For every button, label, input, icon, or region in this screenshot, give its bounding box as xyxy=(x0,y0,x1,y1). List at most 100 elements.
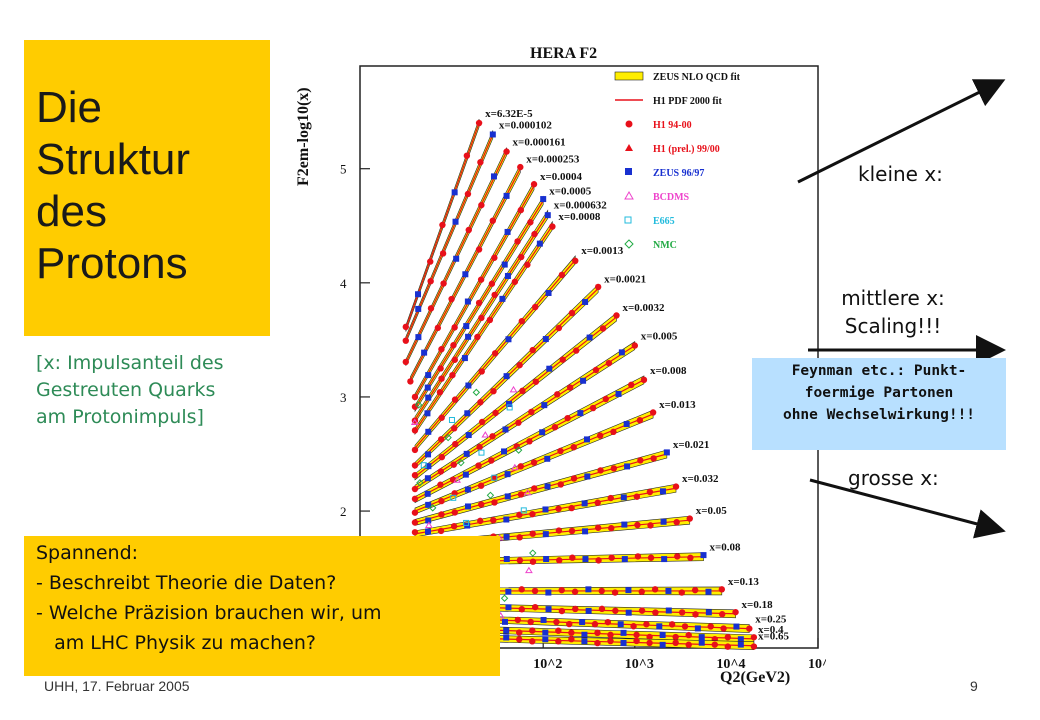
note-line: [x: Impulsanteil des xyxy=(36,352,224,374)
zeus-point xyxy=(505,336,512,343)
h1-point xyxy=(491,291,498,299)
zeus-point xyxy=(661,556,668,563)
h1-point xyxy=(531,587,539,595)
h1-point xyxy=(437,468,445,475)
h1-point xyxy=(571,588,579,595)
h1-point xyxy=(402,358,409,366)
h1-point xyxy=(511,278,519,285)
h1-point xyxy=(605,359,613,367)
bcdms-point xyxy=(523,488,532,496)
h1-point xyxy=(524,261,531,268)
zeus-point xyxy=(665,587,672,594)
h1-point xyxy=(564,414,571,422)
zeus-point xyxy=(542,336,549,343)
zeus-point xyxy=(425,501,432,508)
h1-point xyxy=(646,639,653,647)
zeus-point xyxy=(425,463,432,470)
h1-point xyxy=(672,633,679,641)
zeus-point xyxy=(505,604,512,611)
h1-point xyxy=(750,634,758,641)
series-label: x=0.18 xyxy=(742,599,774,611)
zeus-point xyxy=(465,333,472,340)
legend-label: ZEUS 96/97 xyxy=(653,168,704,179)
h1-point xyxy=(475,299,483,307)
h1-point xyxy=(549,223,556,230)
feynman-line: Feynman etc.: Punkt- xyxy=(791,363,967,379)
x-tick-label: 10^4 xyxy=(716,657,745,672)
h1-point xyxy=(529,346,536,354)
h1-point xyxy=(607,631,614,639)
h1-point xyxy=(450,461,457,468)
h1-point xyxy=(452,440,459,448)
x-tick-label: 10^2 xyxy=(533,657,562,672)
zeus-point xyxy=(504,493,511,500)
page-number: 9 xyxy=(970,678,978,694)
h1-point xyxy=(438,511,445,518)
y-tick-label: 3 xyxy=(340,390,347,405)
h1-point xyxy=(724,633,732,641)
zeus-point xyxy=(424,384,431,391)
h1-point xyxy=(434,324,442,332)
footer-date: UHH, 17. Februar 2005 xyxy=(44,678,190,694)
zeus-point xyxy=(698,634,705,641)
h1-point xyxy=(570,475,578,482)
series-label: x=0.08 xyxy=(710,542,742,554)
legend-label: E665 xyxy=(653,216,675,227)
legend-swatch xyxy=(625,120,633,128)
h1-point xyxy=(411,472,419,479)
h1-point xyxy=(440,280,447,287)
zeus-point xyxy=(463,450,470,457)
h1-point xyxy=(450,523,458,530)
h1-point xyxy=(438,453,446,461)
h1-point xyxy=(692,611,699,618)
h1-point xyxy=(640,376,648,384)
series-label: x=0.0004 xyxy=(540,171,583,183)
h1-point xyxy=(591,620,599,628)
h1-point xyxy=(451,324,458,331)
question-box: Spannend: - Beschreibt Theorie die Daten… xyxy=(24,536,500,676)
h1-point xyxy=(438,414,445,421)
series-group: x=0.0021 xyxy=(411,274,646,470)
h1-point xyxy=(517,463,525,470)
h1-point xyxy=(486,316,494,324)
h1-point xyxy=(599,325,607,332)
zeus-point xyxy=(582,528,589,535)
question-line: - Beschreibt Theorie die Daten? xyxy=(36,572,337,594)
h1-point xyxy=(559,356,566,363)
zeus-point xyxy=(503,533,510,540)
h1-point xyxy=(595,557,602,564)
nmc-point xyxy=(514,446,523,454)
zeus-point xyxy=(545,289,552,296)
h1-point xyxy=(532,378,540,385)
h1-point xyxy=(598,587,605,595)
h1-point xyxy=(612,607,619,614)
x-definition-note: [x: Impulsanteil des Gestreuten Quarks a… xyxy=(36,350,286,431)
zeus-point xyxy=(425,394,432,401)
h1-point xyxy=(514,616,522,624)
h1-point xyxy=(610,465,618,472)
series-group: x=0.0004 xyxy=(411,171,583,402)
zeus-point xyxy=(621,556,628,563)
h1-point xyxy=(572,257,579,264)
zeus-point xyxy=(425,428,432,435)
h1-point xyxy=(437,365,444,372)
h1-point xyxy=(475,462,482,469)
h1-point xyxy=(475,246,483,253)
h1-point xyxy=(437,436,445,443)
h1-point xyxy=(402,323,409,331)
h1-point xyxy=(638,607,646,614)
h1-point xyxy=(477,399,484,406)
zeus-point xyxy=(453,255,460,262)
h1-point xyxy=(427,305,435,312)
h1-point xyxy=(650,455,657,462)
nmc-point xyxy=(472,388,481,397)
arrows-svg xyxy=(797,79,1006,539)
h1-point xyxy=(451,356,459,363)
zeus-point xyxy=(617,621,624,628)
x-tick-label: 10^3 xyxy=(625,657,654,672)
zeus-point xyxy=(705,588,712,595)
h1-point xyxy=(720,625,727,632)
legend-label: ZEUS NLO QCD fit xyxy=(653,72,741,83)
zeus-point xyxy=(421,349,428,356)
zeus-point xyxy=(504,471,511,478)
